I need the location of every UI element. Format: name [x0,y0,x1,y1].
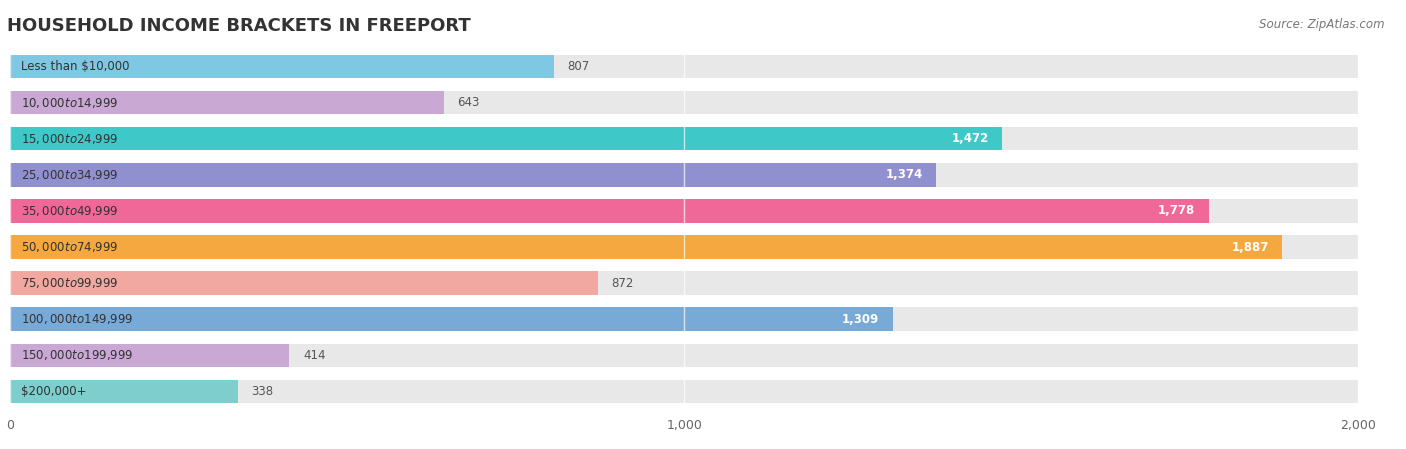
Bar [10,163,936,187]
Text: 643: 643 [457,96,479,109]
Text: 1,887: 1,887 [1232,241,1268,254]
Text: $35,000 to $49,999: $35,000 to $49,999 [21,204,118,218]
Text: 1,374: 1,374 [886,168,922,181]
Text: 807: 807 [568,60,591,73]
Bar [10,308,893,331]
Text: $100,000 to $149,999: $100,000 to $149,999 [21,312,134,326]
Text: $50,000 to $74,999: $50,000 to $74,999 [21,240,118,254]
Bar [10,127,1358,150]
Bar [10,55,554,78]
Bar [10,235,1358,259]
Bar [10,271,1358,295]
Bar [10,308,1358,331]
Text: 872: 872 [612,277,634,290]
Bar [10,91,444,114]
Bar [10,343,1358,367]
Text: $150,000 to $199,999: $150,000 to $199,999 [21,348,134,362]
Bar [10,55,1358,78]
Text: Source: ZipAtlas.com: Source: ZipAtlas.com [1260,18,1385,31]
Bar [10,235,1282,259]
Text: 1,472: 1,472 [952,132,988,145]
Text: $15,000 to $24,999: $15,000 to $24,999 [21,132,118,146]
Bar [10,343,290,367]
Bar [10,199,1358,223]
Text: Less than $10,000: Less than $10,000 [21,60,129,73]
Bar [10,380,1358,403]
Bar [10,91,1358,114]
Bar [10,271,598,295]
Text: 338: 338 [252,385,274,398]
Text: $200,000+: $200,000+ [21,385,86,398]
Bar [10,199,1209,223]
Text: $10,000 to $14,999: $10,000 to $14,999 [21,96,118,110]
Bar [10,380,238,403]
Text: $25,000 to $34,999: $25,000 to $34,999 [21,168,118,182]
Bar [10,163,1358,187]
Text: $75,000 to $99,999: $75,000 to $99,999 [21,276,118,290]
Text: 1,309: 1,309 [842,313,879,326]
Text: 414: 414 [302,349,325,362]
Text: HOUSEHOLD INCOME BRACKETS IN FREEPORT: HOUSEHOLD INCOME BRACKETS IN FREEPORT [7,17,471,35]
Text: 1,778: 1,778 [1159,204,1195,217]
Bar [10,127,1002,150]
